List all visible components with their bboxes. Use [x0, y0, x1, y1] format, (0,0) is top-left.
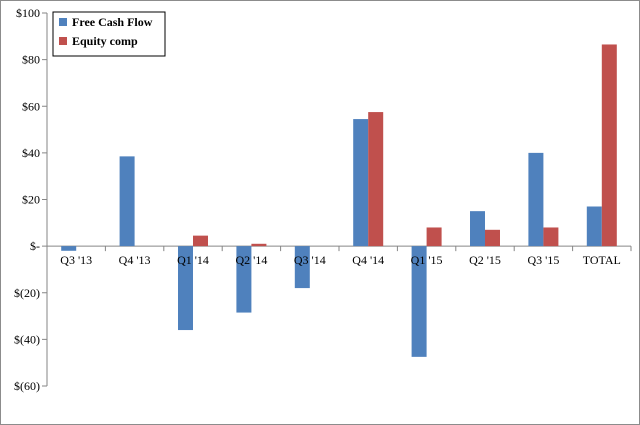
bar-free-cash-flow [411, 246, 427, 357]
y-tick-label: $(40) [14, 332, 40, 346]
x-tick-label: Q4 '14 [352, 253, 384, 267]
bar-equity-comp [543, 227, 559, 247]
x-tick-label: Q3 '13 [60, 253, 92, 267]
y-tick-label: $(20) [14, 286, 40, 300]
y-tick-label: $- [30, 239, 40, 253]
y-tick-label: $(60) [14, 379, 40, 393]
x-tick-label: Q2 '15 [469, 253, 501, 267]
bar-equity-comp [601, 44, 617, 247]
legend-box [52, 11, 166, 57]
y-tick-label: $80 [22, 53, 40, 67]
legend: Free Cash Flow Equity comp [52, 11, 166, 57]
bar-equity-comp [426, 227, 442, 247]
bar-equity-comp [368, 112, 384, 247]
x-tick-label: Q1 '14 [177, 253, 209, 267]
bar-free-cash-flow [528, 152, 544, 247]
legend-swatch-equity-comp [59, 37, 67, 45]
bar-free-cash-flow [61, 246, 77, 251]
x-tick-label: Q1 '15 [411, 253, 443, 267]
x-tick-label: Q2 '14 [235, 253, 267, 267]
legend-label-free-cash-flow: Free Cash Flow [72, 15, 153, 29]
bar-free-cash-flow [236, 246, 252, 313]
x-tick-label: TOTAL [583, 253, 621, 267]
y-tick-label: $60 [22, 99, 40, 113]
x-tick-label: Q4 '13 [119, 253, 151, 267]
bar-equity-comp [251, 243, 267, 247]
bars [61, 44, 617, 357]
bar-equity-comp [193, 235, 208, 247]
bar-free-cash-flow [178, 246, 193, 331]
x-tick-label: Q3 '15 [527, 253, 559, 267]
legend-swatch-free-cash-flow [59, 18, 67, 26]
y-tick-label: $20 [22, 193, 40, 207]
bar-free-cash-flow [586, 206, 602, 247]
tick-labels: $100 $80 $60 $40 $20 $- $(20) $(40) $(60) Q3 '13 Q… [14, 6, 621, 393]
x-tick-label: Q3 '14 [294, 253, 326, 267]
bar-equity-comp [485, 229, 500, 247]
y-tick-label: $40 [22, 146, 40, 160]
y-tick-label: $100 [16, 6, 40, 20]
legend-label-equity-comp: Equity comp [72, 34, 138, 48]
bar-free-cash-flow [470, 211, 485, 247]
bar-free-cash-flow [294, 246, 310, 289]
bar-free-cash-flow [119, 156, 135, 247]
bar-free-cash-flow [353, 119, 369, 247]
